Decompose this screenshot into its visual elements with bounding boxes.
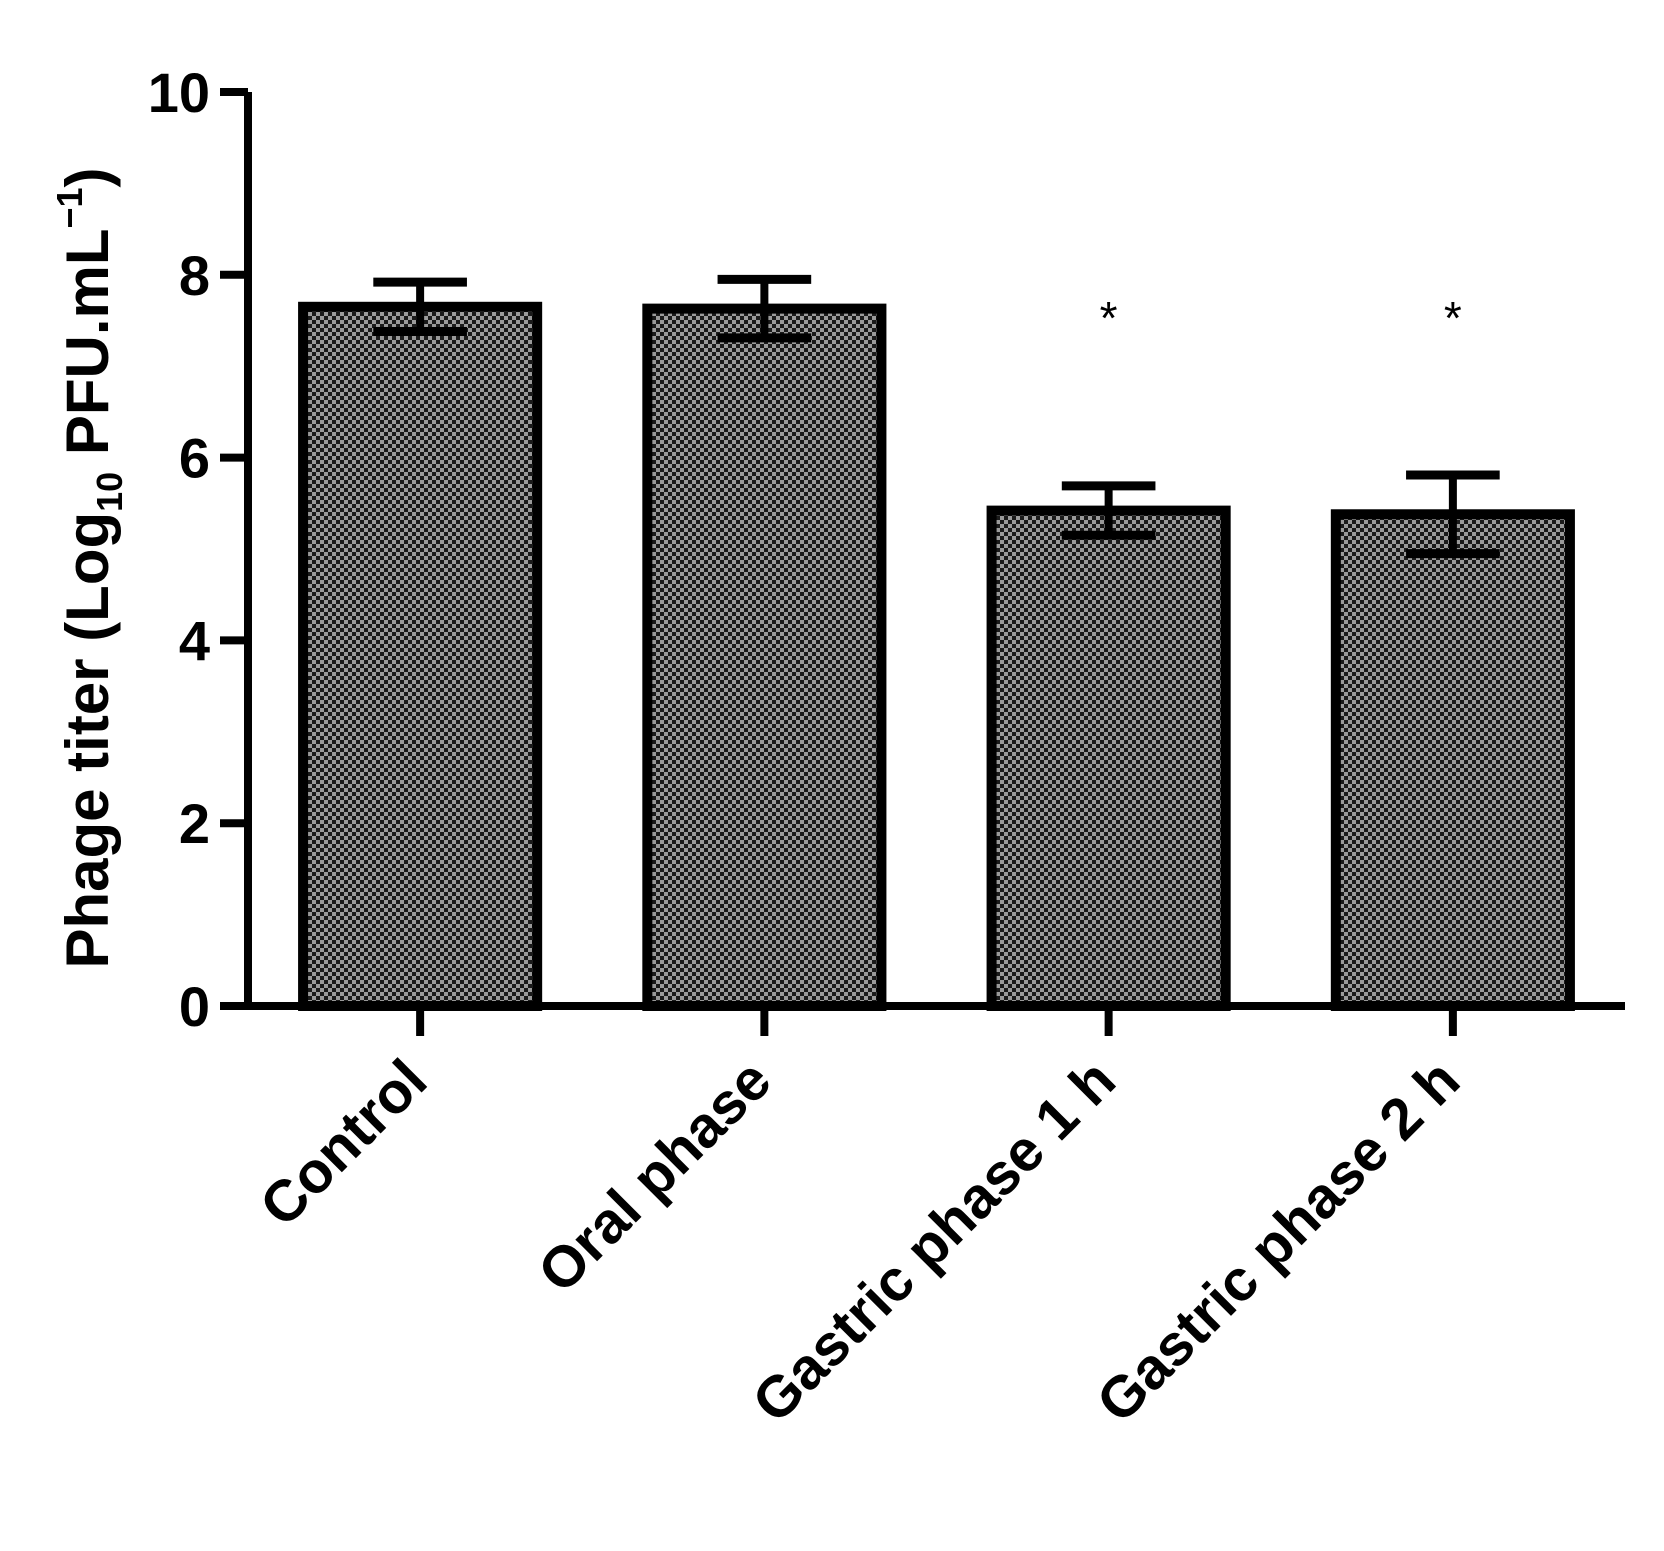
y-axis-title-close: ) [54, 167, 121, 187]
bar [298, 301, 543, 1012]
x-tick-label: Gastric phase 2 h [1084, 1047, 1472, 1435]
bar [986, 505, 1231, 1011]
y-axis-title-subscript: 10 [89, 472, 130, 512]
y-tick-label: 10 [148, 61, 210, 124]
y-tick-label: 2 [179, 792, 210, 855]
y-axis-title-superscript: −1 [49, 187, 90, 228]
bar [1330, 509, 1575, 1011]
y-tick-label: 6 [179, 427, 210, 490]
bar [642, 303, 887, 1012]
y-axis-title: Phage titer (Log10 PFU.mL−1) [49, 167, 130, 968]
y-axis-title-main: Phage titer (Log [54, 512, 121, 969]
x-tick-label: Oral phase [526, 1047, 784, 1305]
significance-marker: * [1100, 292, 1118, 344]
x-tick-label: Gastric phase 1 h [740, 1047, 1128, 1435]
y-axis-title-unit: PFU.mL [54, 228, 121, 471]
x-tick-label: Control [248, 1047, 440, 1239]
significance-marker: * [1444, 292, 1462, 344]
y-tick-label: 8 [179, 244, 210, 307]
y-tick-label: 4 [179, 609, 210, 672]
bars-layer: * * [298, 274, 1575, 1012]
y-tick-label: 0 [179, 975, 210, 1038]
